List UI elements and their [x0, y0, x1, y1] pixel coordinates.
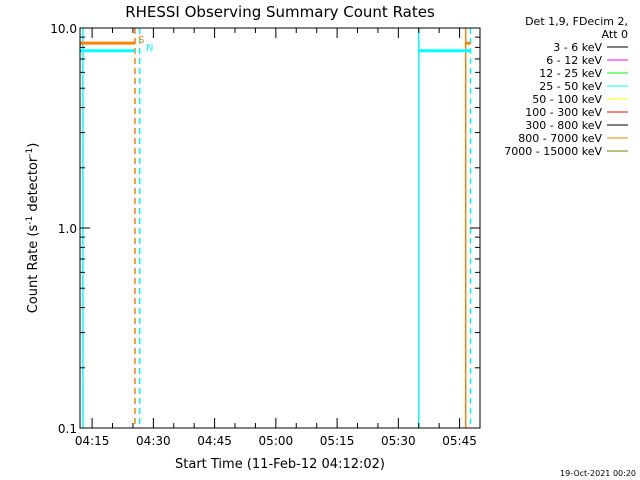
legend-entry-label: 7000 - 15000 keV [504, 145, 602, 158]
x-tick-label: 04:15 [75, 434, 110, 448]
legend-entry-label: 12 - 25 keV [539, 67, 602, 80]
x-axis-label: Start Time (11-Feb-12 04:12:02) [175, 457, 385, 472]
y-tick-label: 10.0 [50, 22, 77, 36]
legend-entry-label: 6 - 12 keV [546, 54, 602, 67]
plot-area: SN [80, 28, 472, 428]
axes: 10.0 1.0 0.104:15 04:30 04:45 05:00 05:15 05:30… [50, 22, 481, 448]
marker-label: N [146, 43, 153, 54]
chart-title: RHESSI Observing Summary Count Rates [125, 3, 435, 21]
y-tick-label: 1.0 [58, 222, 77, 236]
y-axis-label: Count Rate (s-1 detector-1) [25, 143, 41, 314]
legend-header: Att 0 [602, 28, 628, 41]
x-tick-label: 04:30 [136, 434, 171, 448]
marker-label: S [138, 35, 144, 46]
footer-timestamp: 19-Oct-2021 00:20 [560, 469, 636, 478]
y-tick-label: 0.1 [58, 422, 77, 436]
x-tick-label: 05:45 [442, 434, 477, 448]
legend-entry-label: 50 - 100 keV [532, 93, 602, 106]
x-tick-label: 04:45 [197, 434, 232, 448]
legend-entry-label: 800 - 7000 keV [518, 132, 602, 145]
legend-entry-label: 300 - 800 keV [525, 119, 602, 132]
legend-header: Det 1,9, FDecim 2, [525, 15, 628, 28]
x-tick-label: 05:15 [320, 434, 355, 448]
x-tick-label: 05:30 [381, 434, 416, 448]
legend-entry-label: 100 - 300 keV [525, 106, 602, 119]
legend-entry-label: 25 - 50 keV [539, 80, 602, 93]
x-tick-label: 05:00 [259, 434, 294, 448]
legend-entry-label: 3 - 6 keV [553, 41, 602, 54]
